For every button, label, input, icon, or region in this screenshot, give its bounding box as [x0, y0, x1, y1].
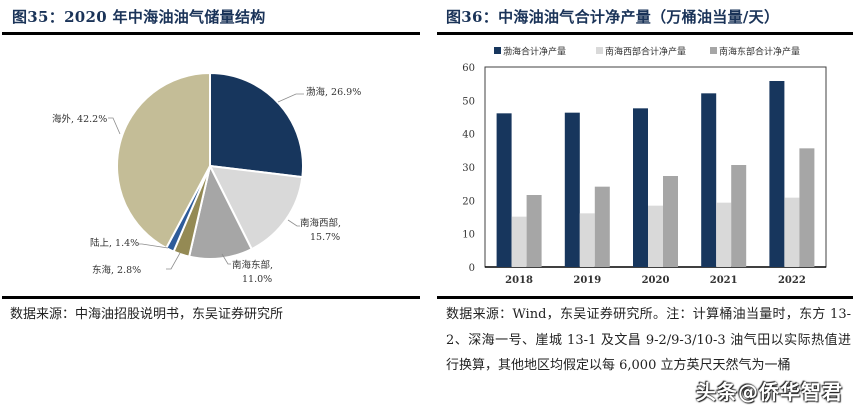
- bar-2018-series-2: [511, 216, 527, 267]
- bar-2021-series-1: [701, 93, 717, 267]
- watermark: 头条@侨华智君: [696, 380, 843, 404]
- bar-2022-series-3: [799, 148, 815, 267]
- bar-2018-series-3: [526, 195, 542, 267]
- pie-slice-6: [116, 71, 211, 250]
- leader-line: [287, 219, 300, 227]
- legend-label: 南海西部合计净产量: [605, 46, 686, 58]
- bar-2019-series-3: [594, 186, 610, 267]
- pie-data-label: 南海东部,: [232, 259, 273, 271]
- bar-2020-series-3: [663, 176, 678, 267]
- pie-data-label: 南海西部,: [300, 217, 341, 229]
- pie-data-label: 东海, 2.8%: [92, 264, 141, 276]
- legend-label: 渤海合计净产量: [503, 46, 566, 58]
- legend-swatch: [596, 47, 603, 54]
- bar-2019-series-1: [564, 112, 580, 268]
- y-tick-label: 30: [462, 163, 475, 174]
- bar-2022-series-2: [784, 197, 800, 267]
- leader-line: [108, 117, 121, 135]
- x-tick-label: 2020: [642, 275, 670, 286]
- bar-2021-series-2: [716, 202, 732, 267]
- title-rule: [437, 32, 853, 35]
- x-tick-label: 2022: [778, 275, 806, 286]
- leader-line: [138, 243, 169, 249]
- bar-2022-series-1: [769, 81, 785, 267]
- y-tick-label: 0: [469, 263, 475, 274]
- legend-item-2: 南海西部合计净产量: [596, 46, 686, 58]
- x-tick-label: 2019: [573, 275, 601, 286]
- source-rule: [2, 296, 420, 299]
- pie-data-label: 11.0%: [242, 274, 272, 285]
- y-tick-label: 10: [462, 230, 475, 241]
- bar-2020-series-1: [633, 108, 648, 267]
- bar-2021-series-3: [731, 165, 747, 267]
- reserves-pie-chart: 渤海, 26.9% 南海西部, 15.7% 南海东部, 11.0% 东海, 2.8% 陆上,…: [52, 71, 361, 285]
- legend-swatch: [494, 47, 501, 54]
- pie-data-label: 15.7%: [310, 232, 340, 243]
- title-rule: [2, 32, 420, 35]
- production-bar-chart: 0 10 20 30 40 50 60 2018 2019 2020 2021 2022 渤海合计净产量…: [462, 46, 827, 286]
- bar-2019-series-2: [579, 213, 595, 267]
- y-tick-label: 40: [462, 130, 475, 141]
- source-rule: [437, 296, 853, 299]
- bar-2018-series-1: [496, 113, 512, 267]
- figure-35-title: 图35：2020 年中海油油气储量结构: [12, 8, 266, 26]
- figure-36-title: 图36：中海油油气合计净产量（万桶油当量/天）: [446, 8, 780, 26]
- leader-line: [277, 93, 304, 103]
- x-tick-label: 2018: [505, 275, 533, 286]
- legend-label: 南海东部合计净产量: [719, 46, 800, 58]
- figure-35-source: 数据来源：中海油招股说明书，东吴证券研究所: [10, 307, 284, 322]
- legend-item-1: 渤海合计净产量: [494, 46, 566, 58]
- figure-36-source: 数据来源：Wind，东吴证券研究所。注：计算桶油当量时，东方 13-2、深海一号…: [446, 307, 851, 373]
- leader-line: [166, 252, 181, 270]
- pie-slice-1: [209, 71, 304, 179]
- pie-data-label: 渤海, 26.9%: [306, 86, 361, 98]
- y-tick-label: 50: [462, 96, 475, 107]
- pie-data-label: 海外, 42.2%: [52, 113, 107, 125]
- bar-2020-series-2: [648, 205, 663, 267]
- x-tick-label: 2021: [710, 275, 738, 286]
- legend-item-3: 南海东部合计净产量: [710, 46, 800, 58]
- y-tick-label: 20: [462, 196, 475, 207]
- leader-line: [221, 253, 231, 265]
- legend-swatch: [710, 47, 717, 54]
- y-tick-label: 60: [462, 63, 475, 74]
- pie-slice-2: [208, 164, 304, 251]
- pie-data-label: 陆上, 1.4%: [90, 237, 139, 249]
